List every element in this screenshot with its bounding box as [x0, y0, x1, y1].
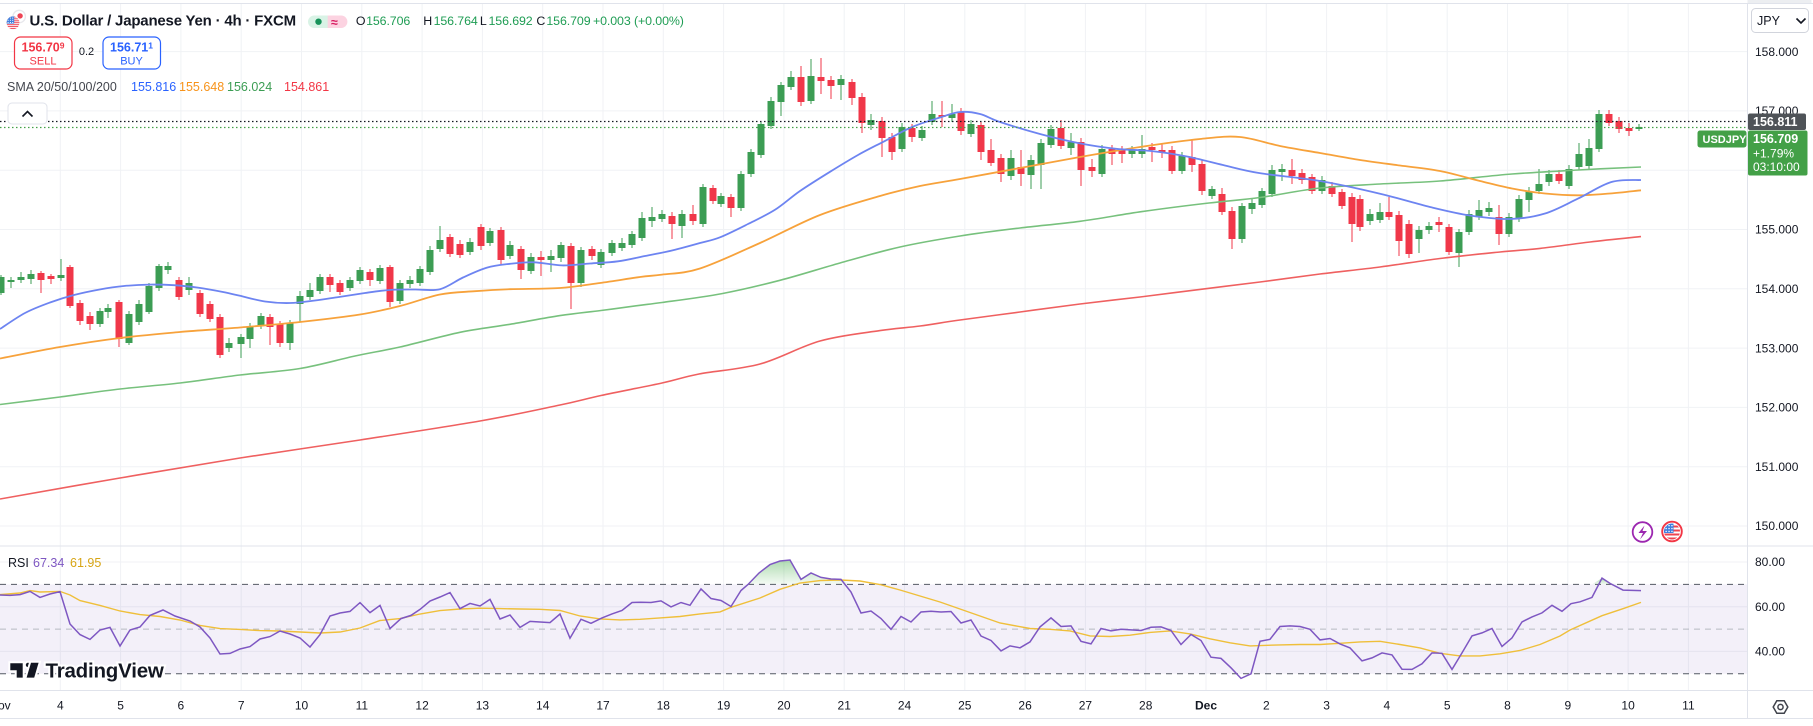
svg-text:SMA 20/50/100/200: SMA 20/50/100/200	[7, 80, 117, 94]
svg-text:156.024: 156.024	[227, 80, 272, 94]
svg-text:TradingView: TradingView	[46, 659, 164, 682]
svg-text:156.706: 156.706	[366, 14, 410, 28]
svg-text:20: 20	[777, 699, 791, 713]
svg-text:25: 25	[958, 699, 972, 713]
svg-text:150.000: 150.000	[1755, 519, 1799, 533]
svg-text:156.709: 156.709	[1753, 132, 1798, 146]
svg-text:03:10:00: 03:10:00	[1753, 160, 1800, 174]
svg-text:60.00: 60.00	[1755, 600, 1785, 614]
svg-text:156.764: 156.764	[434, 14, 478, 28]
svg-text:RSI: RSI	[8, 556, 29, 570]
svg-text:40.00: 40.00	[1755, 645, 1785, 659]
svg-text:154.861: 154.861	[284, 80, 329, 94]
svg-text:154.000: 154.000	[1755, 282, 1799, 296]
svg-text:0.2: 0.2	[79, 46, 94, 58]
svg-text:156.709: 156.709	[22, 41, 65, 55]
svg-text:158.000: 158.000	[1755, 45, 1799, 59]
svg-text:8: 8	[1504, 699, 1511, 713]
svg-text:BUY: BUY	[120, 56, 143, 68]
svg-text:JPY: JPY	[1757, 14, 1781, 28]
svg-text:+0.003 (+0.00%): +0.003 (+0.00%)	[593, 14, 684, 28]
svg-text:14: 14	[536, 699, 550, 713]
svg-text:4: 4	[57, 699, 64, 713]
svg-text:67.34: 67.34	[33, 556, 64, 570]
svg-text:H: H	[423, 14, 432, 28]
svg-text:3: 3	[1323, 699, 1330, 713]
svg-text:SELL: SELL	[30, 56, 57, 68]
svg-text:9: 9	[1564, 699, 1571, 713]
svg-text:24: 24	[898, 699, 912, 713]
svg-text:152.000: 152.000	[1755, 401, 1799, 415]
svg-text:17: 17	[596, 699, 610, 713]
svg-text:156.709: 156.709	[546, 14, 590, 28]
svg-text:10: 10	[1621, 699, 1635, 713]
svg-text:O: O	[356, 14, 366, 28]
svg-text:L: L	[480, 14, 487, 28]
svg-text:Nov: Nov	[0, 699, 11, 713]
svg-text:Dec: Dec	[1195, 699, 1217, 713]
svg-text:12: 12	[415, 699, 429, 713]
svg-text:C: C	[536, 14, 545, 28]
svg-text:5: 5	[1444, 699, 1451, 713]
svg-text:155.816: 155.816	[131, 80, 176, 94]
svg-text:11: 11	[1682, 699, 1695, 713]
svg-text:155.000: 155.000	[1755, 223, 1799, 237]
svg-text:156.711: 156.711	[110, 41, 153, 55]
svg-text:155.648: 155.648	[179, 80, 224, 94]
svg-text:5: 5	[117, 699, 124, 713]
svg-text:61.95: 61.95	[70, 556, 101, 570]
svg-text:U.S. Dollar / Japanese Yen · 4: U.S. Dollar / Japanese Yen · 4h · FXCM	[30, 13, 296, 30]
svg-text:18: 18	[657, 699, 671, 713]
svg-text:13: 13	[476, 699, 490, 713]
svg-text:27: 27	[1079, 699, 1093, 713]
svg-text:+1.79%: +1.79%	[1753, 147, 1794, 161]
svg-text:4: 4	[1384, 699, 1391, 713]
svg-text:11: 11	[356, 699, 369, 713]
svg-text:26: 26	[1018, 699, 1032, 713]
svg-text:28: 28	[1139, 699, 1153, 713]
svg-text:156.811: 156.811	[1753, 115, 1798, 129]
svg-text:156.692: 156.692	[489, 14, 533, 28]
svg-text:19: 19	[717, 699, 731, 713]
svg-text:USDJPY: USDJPY	[1703, 134, 1748, 146]
svg-text:153.000: 153.000	[1755, 341, 1799, 355]
svg-text:10: 10	[295, 699, 309, 713]
svg-text:2: 2	[1263, 699, 1270, 713]
svg-text:151.000: 151.000	[1755, 460, 1799, 474]
svg-text:21: 21	[838, 699, 852, 713]
svg-text:6: 6	[178, 699, 185, 713]
svg-text:≈: ≈	[331, 16, 338, 30]
svg-text:7: 7	[238, 699, 245, 713]
svg-text:80.00: 80.00	[1755, 555, 1785, 569]
